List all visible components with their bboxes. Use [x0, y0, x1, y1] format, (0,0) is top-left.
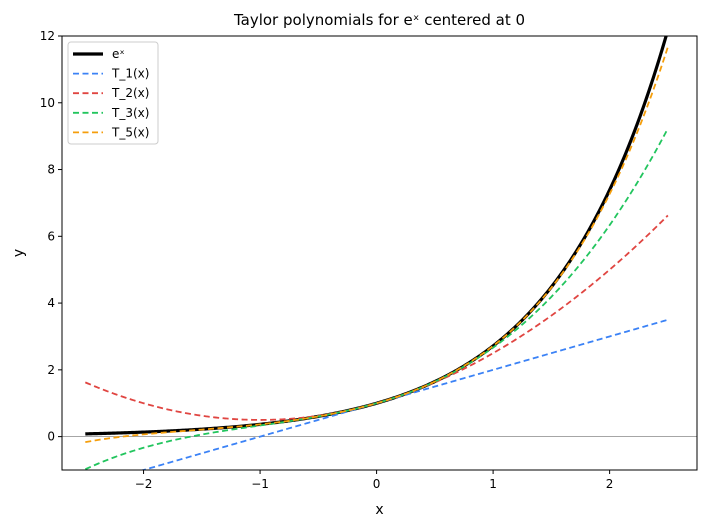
series-line-taylor_1: [140, 318, 669, 470]
legend: eˣ T_1(x) T_2(x) T_3(x) T_5(x): [67, 41, 159, 145]
series-line-exp: [85, 36, 668, 436]
legend-label-taylor_5: T_5(x): [111, 125, 149, 139]
x-axis-ticks: −2 −1 0 1 2: [135, 470, 614, 491]
legend-label-taylor_1: T_1(x): [111, 67, 149, 81]
y-tick-label: 0: [47, 430, 55, 444]
y-axis-label: y: [11, 249, 27, 257]
chart-title: Taylor polynomials for eˣ centered at 0: [233, 11, 525, 29]
y-axis-ticks: 0 2 4 6 8 10 12: [40, 29, 62, 444]
legend-label-taylor_3: T_3(x): [111, 106, 149, 120]
x-tick-label: 1: [489, 477, 497, 491]
x-tick-label: 0: [373, 477, 381, 491]
legend-label-taylor_2: T_2(x): [111, 86, 149, 100]
legend-box: [67, 41, 159, 145]
series-layer: [84, 36, 669, 470]
x-axis-label: x: [375, 502, 383, 518]
y-tick-label: 8: [47, 163, 55, 177]
series-line-taylor_3: [84, 128, 669, 470]
x-tick-label: 2: [606, 477, 614, 491]
y-tick-label: 6: [47, 229, 55, 243]
y-tick-label: 10: [40, 96, 55, 110]
series-line-taylor_5: [85, 46, 669, 444]
y-tick-label: 2: [47, 363, 55, 377]
y-tick-label: 12: [40, 29, 55, 43]
y-tick-label: 4: [47, 296, 55, 310]
x-tick-label: −2: [135, 477, 153, 491]
x-tick-label: −1: [251, 477, 269, 491]
legend-label-exp: eˣ: [112, 47, 125, 61]
plot-frame: [61, 35, 698, 471]
